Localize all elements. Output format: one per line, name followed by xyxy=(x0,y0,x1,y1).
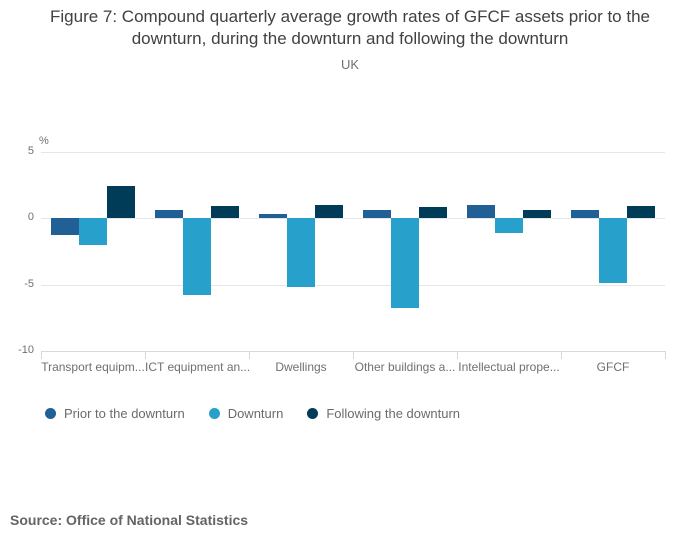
bar[interactable] xyxy=(287,218,315,288)
bar[interactable] xyxy=(495,218,523,233)
bar[interactable] xyxy=(627,206,655,218)
x-axis-tick xyxy=(145,351,146,359)
x-axis-tick xyxy=(249,351,250,359)
chart-title: Figure 7: Compound quarterly average gro… xyxy=(50,7,650,48)
x-axis-tick xyxy=(353,351,354,359)
legend-marker-icon xyxy=(307,408,319,419)
category-label: GFCF xyxy=(596,360,630,374)
y-axis-tick-label: -10 xyxy=(18,344,34,356)
legend: Prior to the downturn Downturn Following t… xyxy=(45,406,460,421)
category-label: Transport equipm... xyxy=(41,360,145,374)
y-axis-tick-label: 5 xyxy=(27,144,34,157)
bar[interactable] xyxy=(155,210,183,218)
bar-chart: % 5 0 -5 -10 Transport equipm... ICT equipme… xyxy=(18,135,666,374)
bar[interactable] xyxy=(571,210,599,218)
gridline--5 xyxy=(41,284,665,286)
bar[interactable] xyxy=(183,218,211,296)
bar[interactable] xyxy=(79,218,107,245)
bar[interactable] xyxy=(363,210,391,218)
y-axis-unit-label: % xyxy=(39,135,49,147)
category-label: Intellectual prope... xyxy=(458,360,560,374)
gridline-5 xyxy=(41,151,665,153)
legend-label: Following the downturn xyxy=(326,406,461,421)
x-axis-tick xyxy=(561,351,562,359)
bar[interactable] xyxy=(599,218,627,284)
x-axis-tick xyxy=(457,351,458,359)
bar[interactable] xyxy=(523,210,551,218)
bar[interactable] xyxy=(51,218,79,236)
legend-marker-icon xyxy=(208,408,220,419)
y-axis-tick-label: 0 xyxy=(27,211,34,223)
bar[interactable] xyxy=(211,206,239,218)
legend-item[interactable]: Prior to the downturn xyxy=(45,406,185,421)
chart-subtitle: UK xyxy=(340,57,360,72)
legend-marker-icon xyxy=(45,408,56,419)
y-axis-tick-label: -5 xyxy=(24,277,34,290)
bar[interactable] xyxy=(467,204,495,218)
bar[interactable] xyxy=(391,218,419,309)
category-label: Other buildings a... xyxy=(354,360,456,374)
bar[interactable] xyxy=(315,204,343,218)
legend-item[interactable]: Following the downturn xyxy=(307,406,460,421)
source-note: Source: Office of National Statistics xyxy=(10,512,249,528)
legend-item[interactable]: Downturn xyxy=(208,406,284,421)
gridline-0 xyxy=(41,218,665,219)
legend-label: Downturn xyxy=(227,406,284,421)
category-label: ICT equipment an... xyxy=(145,360,249,374)
bar[interactable] xyxy=(259,214,287,218)
x-axis-tick xyxy=(41,351,42,359)
bar[interactable] xyxy=(107,186,135,218)
category-label: Dwellings xyxy=(275,360,327,374)
legend-label: Prior to the downturn xyxy=(64,406,185,421)
bar[interactable] xyxy=(419,207,447,218)
x-axis-tick xyxy=(665,351,666,359)
